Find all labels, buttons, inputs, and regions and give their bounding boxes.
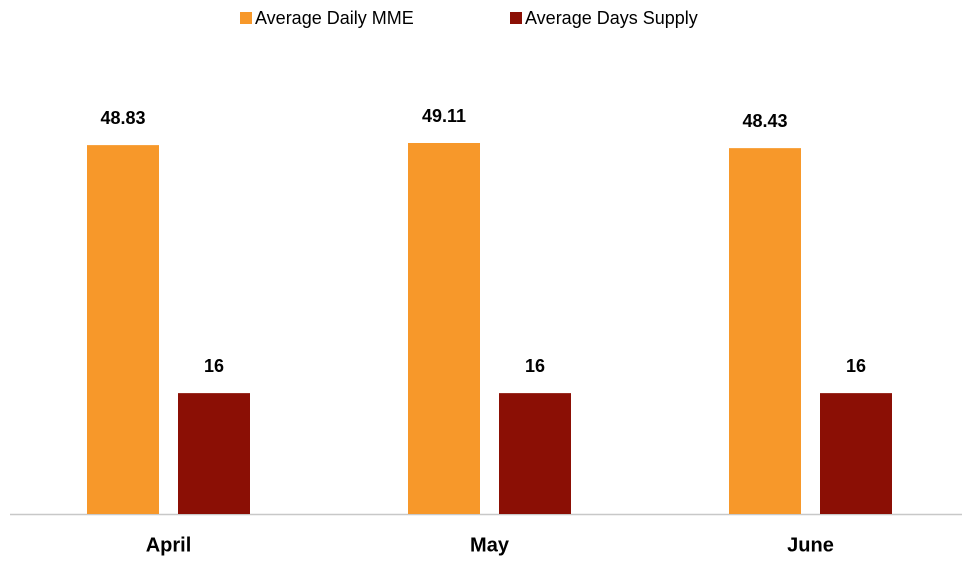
value-label: 16 bbox=[204, 356, 224, 376]
value-label: 48.43 bbox=[742, 111, 787, 131]
bar bbox=[87, 145, 159, 515]
value-label: 16 bbox=[846, 356, 866, 376]
legend-swatch bbox=[510, 12, 522, 24]
value-label: 48.83 bbox=[100, 108, 145, 128]
bar bbox=[820, 393, 892, 514]
value-label: 49.11 bbox=[422, 106, 466, 126]
bar bbox=[499, 393, 571, 514]
x-tick-label: May bbox=[470, 534, 510, 556]
bar bbox=[729, 148, 801, 515]
x-tick-label: June bbox=[787, 534, 834, 556]
bar bbox=[178, 393, 250, 514]
legend-swatch bbox=[240, 12, 252, 24]
bar bbox=[408, 143, 480, 514]
value-label: 16 bbox=[525, 356, 545, 376]
x-tick-label: April bbox=[146, 534, 192, 556]
legend-text: Average Days Supply bbox=[525, 8, 698, 28]
legend-text: Average Daily MME bbox=[255, 8, 414, 28]
